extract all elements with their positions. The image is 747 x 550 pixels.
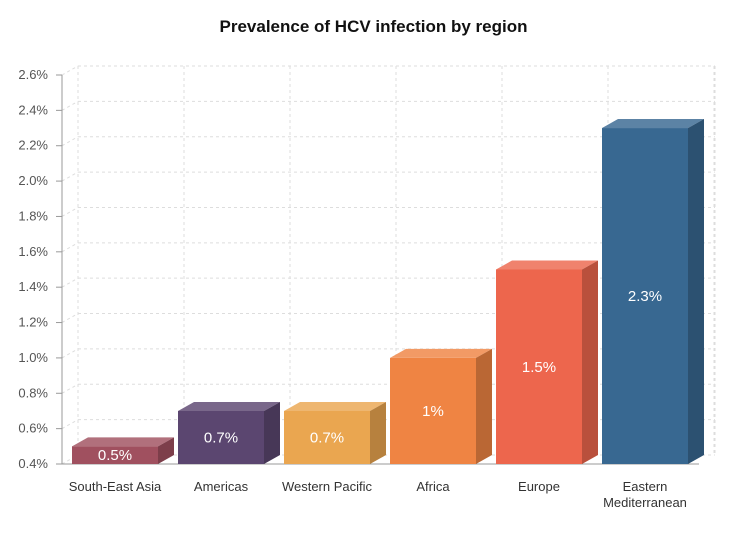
y-tick-label: 1.0%	[18, 350, 48, 365]
gridline-side	[61, 242, 79, 253]
x-tick-label: Americas	[194, 479, 249, 494]
bar	[72, 446, 158, 464]
data-label: 1.5%	[522, 359, 556, 376]
bar	[602, 128, 688, 464]
gridline-side	[61, 171, 79, 182]
chart-title: Prevalence of HCV infection by region	[219, 17, 528, 36]
gridline-side	[61, 136, 79, 147]
data-label: 0.7%	[310, 429, 344, 446]
bar-top	[178, 401, 280, 411]
gridline-side	[61, 348, 79, 359]
data-label: 1%	[422, 403, 444, 420]
gridline-side	[61, 65, 79, 76]
bar	[496, 269, 582, 464]
bar-top	[390, 348, 492, 358]
bar-side	[582, 260, 598, 464]
y-tick-label: 1.8%	[18, 208, 48, 223]
data-label: 2.3%	[628, 288, 662, 305]
y-tick-label: 2.4%	[18, 102, 48, 117]
y-tick-label: 1.4%	[18, 279, 48, 294]
bar-side	[158, 437, 174, 464]
bar	[178, 410, 264, 464]
gridline-side	[61, 383, 79, 394]
x-tick-label: Eastern Mediterranean	[603, 479, 687, 510]
y-tick-label: 2.0%	[18, 173, 48, 188]
gridline-side	[61, 207, 79, 217]
bar-top	[602, 119, 704, 129]
bar	[284, 410, 370, 464]
bar	[390, 357, 476, 464]
y-tick-label: 2.2%	[18, 138, 48, 153]
bar-side	[370, 401, 386, 464]
gridline-side	[61, 277, 79, 288]
y-tick-label: 0.8%	[18, 385, 48, 400]
bar-side	[688, 119, 704, 464]
y-tick-label: 1.2%	[18, 315, 48, 330]
y-tick-label: 0.4%	[18, 456, 48, 471]
x-tick-label: South-East Asia	[69, 479, 162, 494]
x-tick-label: Western Pacific	[282, 479, 373, 494]
data-label: 0.7%	[204, 429, 238, 446]
bar-side	[476, 348, 492, 464]
gridline-side	[61, 419, 79, 430]
y-tick-label: 1.6%	[18, 244, 48, 259]
data-label: 0.5%	[98, 447, 132, 464]
bar-top	[496, 260, 598, 270]
x-tick-label: Europe	[518, 479, 560, 494]
y-tick-label: 2.6%	[18, 67, 48, 82]
bar-top	[72, 437, 174, 447]
x-tick-label: Africa	[416, 479, 450, 494]
gridline-side	[61, 313, 79, 323]
bar-side	[264, 401, 280, 464]
bar-top	[284, 401, 386, 411]
gridline-side	[61, 100, 79, 111]
y-tick-label: 0.6%	[18, 421, 48, 436]
